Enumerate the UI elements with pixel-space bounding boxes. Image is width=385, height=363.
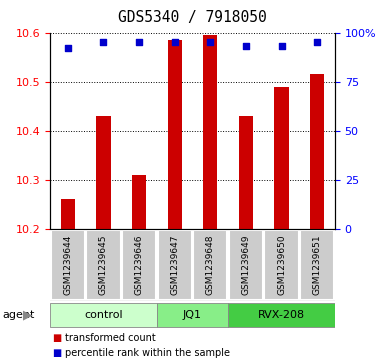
Bar	[86, 230, 121, 300]
Bar	[157, 230, 192, 300]
Text: agent: agent	[2, 310, 34, 320]
Bar	[157, 303, 228, 327]
Point	[172, 40, 178, 45]
Bar	[275, 86, 289, 229]
Bar	[50, 303, 157, 327]
Point	[243, 44, 249, 49]
Bar	[193, 230, 228, 300]
Bar	[167, 40, 182, 229]
Bar	[96, 116, 110, 229]
Bar	[51, 230, 85, 300]
Text: ▶: ▶	[23, 309, 33, 321]
Bar	[300, 230, 334, 300]
Bar	[203, 35, 218, 229]
Bar	[264, 230, 299, 300]
Text: GSM1239644: GSM1239644	[64, 235, 72, 295]
Point	[207, 40, 213, 45]
Text: GSM1239647: GSM1239647	[170, 235, 179, 295]
Text: GSM1239645: GSM1239645	[99, 235, 108, 295]
Point	[278, 44, 285, 49]
Text: transformed count: transformed count	[65, 333, 156, 343]
Bar	[61, 199, 75, 229]
Text: GSM1239651: GSM1239651	[313, 234, 321, 295]
Point	[65, 45, 71, 51]
Bar	[122, 230, 156, 300]
Text: GDS5340 / 7918050: GDS5340 / 7918050	[118, 10, 267, 25]
Text: control: control	[84, 310, 123, 320]
Bar	[228, 303, 335, 327]
Text: ■: ■	[52, 348, 61, 358]
Text: RVX-208: RVX-208	[258, 310, 305, 320]
Bar	[239, 116, 253, 229]
Bar	[132, 175, 146, 229]
Bar	[310, 74, 324, 229]
Point	[314, 40, 320, 45]
Text: GSM1239646: GSM1239646	[135, 235, 144, 295]
Text: percentile rank within the sample: percentile rank within the sample	[65, 348, 230, 358]
Point	[136, 40, 142, 45]
Point	[100, 40, 107, 45]
Text: GSM1239649: GSM1239649	[241, 235, 250, 295]
Text: ■: ■	[52, 333, 61, 343]
Text: GSM1239648: GSM1239648	[206, 235, 215, 295]
Text: GSM1239650: GSM1239650	[277, 234, 286, 295]
Bar	[229, 230, 263, 300]
Text: JQ1: JQ1	[183, 310, 202, 320]
